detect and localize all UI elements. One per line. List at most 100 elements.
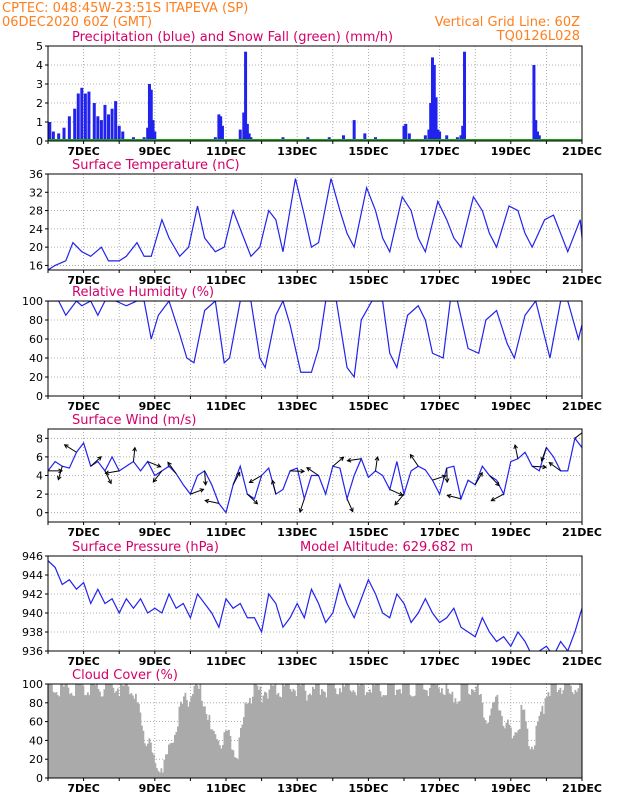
cloud-bar	[441, 688, 443, 778]
cloud-bar	[537, 721, 539, 778]
cloud-bar	[523, 709, 526, 778]
cloud-bar	[109, 684, 112, 778]
cloud-bar	[277, 692, 280, 778]
series-group	[48, 429, 582, 515]
cloud-bar	[138, 703, 140, 778]
precip-bar	[352, 120, 356, 141]
cloud-bar	[183, 696, 185, 778]
cloud-bar	[496, 694, 499, 778]
x-tick-label: 13DEC	[277, 145, 317, 158]
cloud-bar	[190, 696, 193, 778]
wind-vector	[491, 493, 504, 502]
header-date: 06DEC2020 60Z (GMT)	[2, 15, 152, 30]
cloud-bar	[426, 690, 428, 778]
precip-bar	[103, 104, 107, 141]
cloud-bar	[375, 684, 377, 778]
cloud-bar	[244, 702, 247, 778]
wind-vector-head	[394, 500, 399, 506]
cloud-bar	[328, 684, 331, 778]
cloud-bar	[340, 692, 343, 778]
cloud-bar	[493, 701, 496, 778]
cloud-bar	[439, 692, 442, 778]
y-tick-label: 0	[36, 135, 43, 148]
cloud-bar	[408, 684, 410, 778]
x-tick-label: 15DEC	[348, 274, 388, 287]
cloud-bar	[529, 749, 532, 778]
y-tick-label: 0	[36, 390, 43, 403]
wind-vector	[474, 472, 483, 486]
precip-bar	[51, 131, 55, 141]
cloud-bar	[103, 689, 106, 778]
cloud-bar	[213, 730, 215, 778]
precip-bar	[427, 129, 431, 141]
x-tick-label: 7DEC	[67, 145, 99, 158]
cloud-bar	[571, 692, 574, 778]
cloud-bar	[360, 684, 362, 778]
precip-bar	[73, 108, 77, 141]
cloud-bar	[207, 719, 209, 778]
cloud-bar	[234, 757, 236, 778]
cloud-bar	[564, 684, 566, 778]
wind-vector-head	[349, 507, 354, 513]
cloud-bar	[270, 684, 272, 778]
precip-bar	[402, 125, 406, 141]
precip-bar	[146, 127, 150, 141]
cloud-bar	[507, 719, 509, 778]
cloud-bar	[481, 702, 484, 778]
cloud-bar	[144, 743, 146, 778]
y-tick-label: 8	[36, 432, 43, 445]
wind-vector	[432, 475, 446, 481]
cloud-bar	[393, 684, 395, 778]
cloud-bar	[444, 695, 446, 778]
y-tick-label: 80	[29, 314, 43, 327]
y-tick-label: 5	[36, 40, 43, 53]
cloud-bar	[384, 695, 386, 778]
cloud-bar	[327, 684, 329, 778]
cloud-bar	[316, 684, 319, 778]
cloud-bar	[126, 684, 128, 778]
cloud-bar	[186, 699, 188, 778]
wind-vector-head	[167, 461, 172, 467]
cloud-bar	[193, 685, 196, 778]
cloud-bar	[246, 704, 248, 778]
cloud-bar	[553, 684, 556, 778]
cloud-bar	[306, 700, 308, 778]
wind-vector	[447, 494, 462, 500]
panel-subtitle: Model Altitude: 629.682 m	[300, 540, 473, 555]
cloud-bar	[250, 703, 253, 778]
panel-title: Precipitation (blue) and Snow Fall (gree…	[72, 30, 393, 45]
cloud-bar	[184, 692, 187, 778]
precip-bar	[83, 93, 87, 141]
cloud-bar	[465, 684, 467, 778]
precip-bar	[62, 127, 66, 141]
cloud-bar	[336, 694, 338, 778]
cloud-bar	[355, 695, 358, 778]
wind-vector-head	[548, 462, 554, 467]
cloud-bar	[457, 701, 460, 778]
cloud-bar	[555, 684, 557, 778]
wind-vector-head	[63, 444, 69, 449]
precip-bar	[242, 112, 246, 141]
wind-vector-head	[97, 456, 102, 461]
wind-vector-head	[540, 456, 545, 462]
cloud-bar	[298, 684, 301, 778]
cloud-bar	[289, 689, 292, 778]
y-tick-label: 20	[29, 241, 43, 254]
cloud-bar	[70, 692, 73, 778]
cloud-bar	[130, 693, 133, 778]
wind-vector	[152, 470, 163, 483]
cloud-bar	[198, 688, 200, 778]
precip-bar	[121, 131, 125, 141]
cloud-bar	[382, 695, 385, 778]
cloud-bar	[427, 696, 430, 778]
precip-bar	[149, 89, 153, 141]
panel-frame	[47, 683, 583, 779]
cloud-bar	[367, 692, 370, 778]
wind-vector	[489, 475, 500, 486]
cloud-bar	[577, 688, 580, 778]
precip-bar	[80, 87, 84, 141]
y-tick-label: 3	[36, 78, 43, 91]
cloud-bar	[61, 684, 64, 778]
cloud-bar	[148, 738, 151, 778]
y-tick-label: 2	[36, 97, 43, 110]
